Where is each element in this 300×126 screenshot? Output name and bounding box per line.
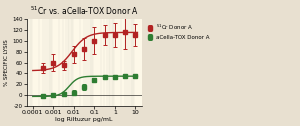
X-axis label: log Riltuzur pg/mL: log Riltuzur pg/mL (55, 117, 113, 122)
Title: $^{51}$Cr vs. aCella-TOX Donor A: $^{51}$Cr vs. aCella-TOX Donor A (30, 4, 139, 17)
Legend: $^{51}$Cr Donor A, aCella-TOX Donor A: $^{51}$Cr Donor A, aCella-TOX Donor A (146, 22, 211, 41)
Y-axis label: % SPECIFIC LYSIS: % SPECIFIC LYSIS (4, 39, 9, 86)
